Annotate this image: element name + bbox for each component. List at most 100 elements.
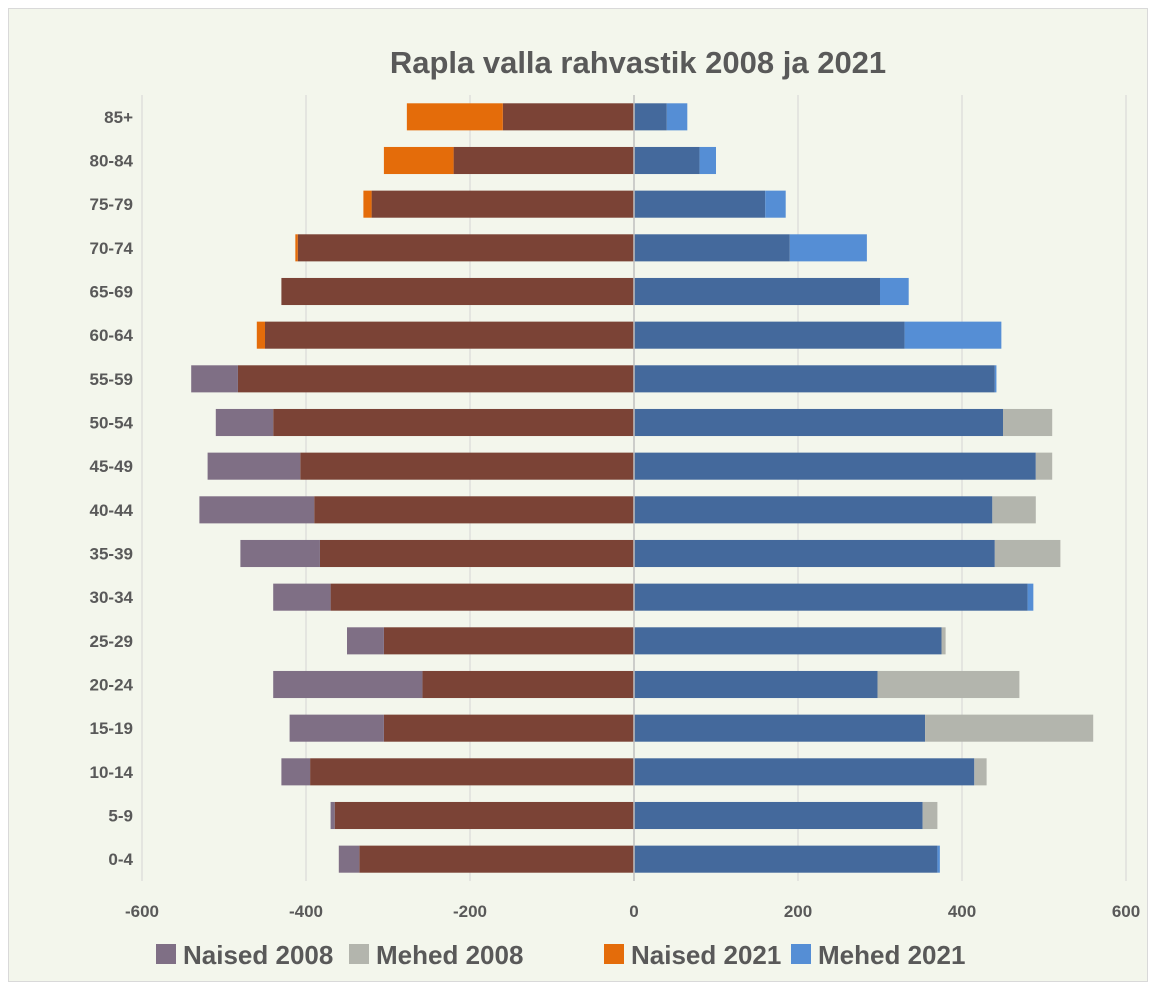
bar-naised-2008	[215, 408, 274, 437]
bar-male-overlap	[634, 539, 995, 568]
category-label: 35-39	[90, 545, 133, 564]
bar-naised-2008	[273, 583, 331, 611]
bar-female-overlap	[281, 277, 634, 306]
x-tick-label: 400	[948, 902, 976, 921]
bar-male-overlap	[634, 146, 700, 175]
bar-naised-2008	[330, 801, 335, 830]
bar-mehed-2021	[765, 190, 786, 218]
bar-female-overlap	[453, 146, 634, 175]
bar-naised-2008	[199, 496, 315, 524]
bar-mehed-2008	[1003, 408, 1053, 437]
bar-female-overlap	[314, 496, 634, 524]
category-label: 5-9	[108, 807, 133, 826]
bar-male-overlap	[634, 408, 1003, 437]
bar-mehed-2008	[941, 627, 946, 655]
x-tick-label: -600	[125, 902, 159, 921]
x-tick-label: -400	[289, 902, 323, 921]
legend-label: Naised 2021	[631, 940, 781, 970]
bar-female-overlap	[265, 321, 634, 349]
bar-male-overlap	[634, 103, 667, 131]
bar-mehed-2021	[937, 845, 940, 873]
legend-item: Mehed 2008	[349, 940, 523, 970]
category-label: 25-29	[90, 632, 133, 651]
category-label: 45-49	[90, 457, 133, 476]
bar-female-overlap	[319, 539, 634, 568]
bar-male-overlap	[634, 365, 995, 393]
bar-mehed-2008	[925, 714, 1094, 742]
bar-female-overlap	[383, 714, 634, 742]
bar-female-overlap	[334, 801, 634, 830]
bar-mehed-2021	[904, 321, 1002, 349]
bar-female-overlap	[383, 627, 634, 655]
category-label: 50-54	[90, 414, 134, 433]
category-label: 30-34	[90, 588, 134, 607]
legend-label: Mehed 2008	[376, 940, 523, 970]
bar-female-overlap	[297, 234, 634, 262]
category-label: 70-74	[90, 239, 134, 258]
bar-male-overlap	[634, 583, 1028, 611]
category-label: 75-79	[90, 195, 133, 214]
bar-female-overlap	[300, 452, 634, 480]
bar-male-overlap	[634, 452, 1036, 480]
population-pyramid-chart: Rapla valla rahvastik 2008 ja 2021 0-4 5-…	[90, 45, 1141, 970]
legend-swatch	[156, 944, 176, 964]
x-tick-label: 600	[1112, 902, 1140, 921]
bar-male-overlap	[634, 277, 880, 306]
bar-mehed-2021	[699, 146, 716, 175]
grid-layer	[141, 95, 1127, 881]
legend-swatch	[349, 944, 369, 964]
bar-naised-2021	[363, 190, 372, 218]
category-label: 55-59	[90, 370, 133, 389]
category-label: 15-19	[90, 719, 133, 738]
bar-naised-2021	[406, 103, 503, 131]
bar-male-overlap	[634, 845, 938, 873]
bars-layer	[191, 103, 1094, 873]
bar-naised-2021	[256, 321, 265, 349]
bar-mehed-2021	[880, 277, 909, 306]
bar-naised-2008	[273, 670, 423, 699]
legend-item: Mehed 2021	[791, 940, 965, 970]
bar-naised-2008	[207, 452, 301, 480]
bar-naised-2008	[347, 627, 384, 655]
category-label: 40-44	[90, 501, 134, 520]
category-label: 80-84	[90, 152, 134, 171]
x-tick-labels: -600 -400 -200 0 200 400 600	[125, 902, 1140, 921]
bar-male-overlap	[634, 234, 790, 262]
legend-swatch	[791, 944, 811, 964]
bar-naised-2008	[281, 758, 311, 786]
legend-label: Naised 2008	[183, 940, 333, 970]
category-label: 20-24	[90, 676, 134, 695]
bar-mehed-2008	[1035, 452, 1053, 480]
chart-title: Rapla valla rahvastik 2008 ja 2021	[390, 45, 886, 80]
bar-female-overlap	[273, 408, 634, 437]
bar-mehed-2021	[1027, 583, 1034, 611]
bar-female-overlap	[502, 103, 634, 131]
legend-item: Naised 2021	[604, 940, 781, 970]
bar-naised-2021	[383, 146, 454, 175]
bar-female-overlap	[371, 190, 634, 218]
category-labels: 0-4 5-9 10-14 15-19 20-24 25-29 30-34 35-39 40-4…	[90, 108, 134, 869]
category-label: 10-14	[90, 763, 134, 782]
x-tick-label: 0	[629, 902, 638, 921]
category-label: 85+	[104, 108, 133, 127]
category-label: 60-64	[90, 326, 134, 345]
bar-naised-2021	[295, 234, 298, 262]
bar-male-overlap	[634, 321, 905, 349]
bar-female-overlap	[237, 365, 634, 393]
bar-male-overlap	[634, 670, 878, 699]
category-label: 65-69	[90, 283, 133, 302]
legend: Naised 2008 Mehed 2008 Naised 2021 Mehed 20…	[156, 940, 965, 970]
x-tick-label: 200	[784, 902, 812, 921]
bar-male-overlap	[634, 714, 926, 742]
bar-male-overlap	[634, 190, 766, 218]
bar-male-overlap	[634, 627, 942, 655]
bar-male-overlap	[634, 801, 923, 830]
bar-female-overlap	[422, 670, 634, 699]
x-tick-label: -200	[453, 902, 487, 921]
bar-male-overlap	[634, 758, 975, 786]
bar-naised-2008	[289, 714, 384, 742]
bar-mehed-2008	[994, 539, 1061, 568]
bar-mehed-2008	[877, 670, 1020, 699]
chart-frame: Rapla valla rahvastik 2008 ja 2021 0-4 5-…	[8, 8, 1148, 982]
category-label: 0-4	[108, 850, 133, 869]
